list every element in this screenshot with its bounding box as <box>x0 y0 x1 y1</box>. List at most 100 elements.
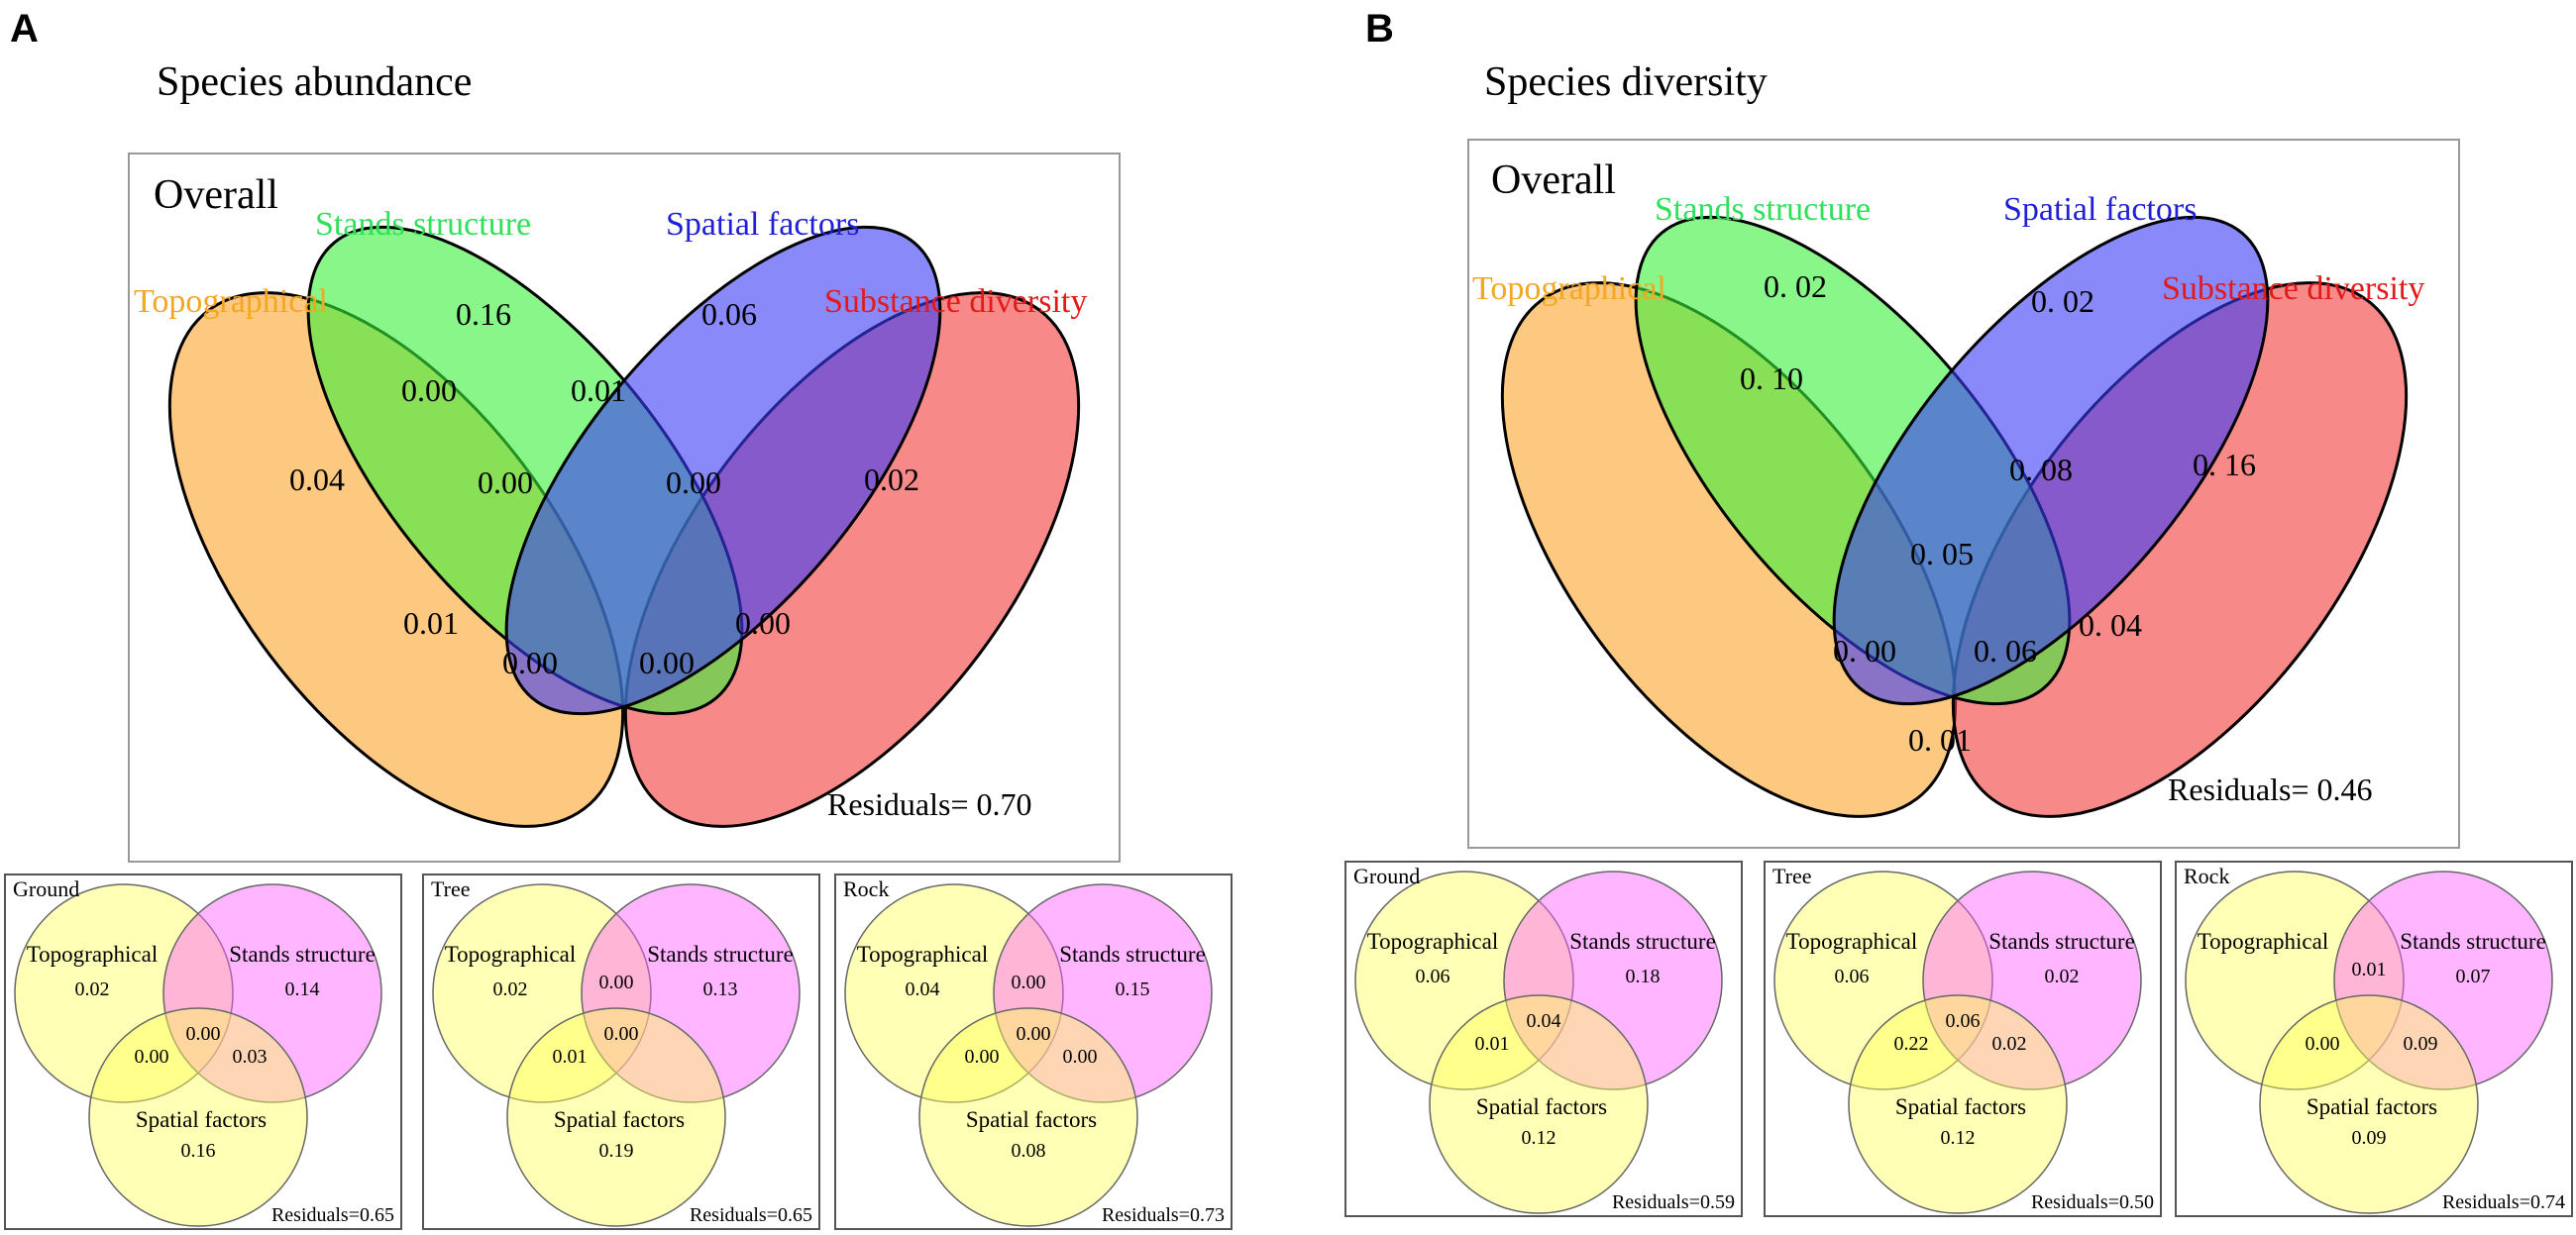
panel-a-letter: A <box>10 7 39 51</box>
value-spatial-only: 0.09 <box>2352 1127 2387 1149</box>
venn-set-spatial-factors <box>1848 994 2068 1214</box>
value-spatial-only: 0.19 <box>599 1140 634 1162</box>
value-stands-spatial: 0.02 <box>1992 1033 2027 1055</box>
value-topo-only: 0.04 <box>906 978 940 1000</box>
value-spatial-only: 0.12 <box>1522 1127 1556 1149</box>
set-label-stands-structure: Stands structure <box>229 942 376 967</box>
set-label-topographical: Topographical <box>857 942 989 967</box>
value-topo-spatial: 0.22 <box>1894 1033 1929 1055</box>
overall-a-label: Overall <box>154 172 278 218</box>
value-stands-only: 0.14 <box>285 978 320 1000</box>
set-label-spatial-factors: Spatial factors <box>554 1107 685 1132</box>
value-topo-stands: 0.01 <box>2352 959 2387 980</box>
venn-set-stands-structure <box>993 883 1213 1103</box>
set-label-spatial-factors: Spatial factors <box>2003 191 2197 228</box>
value-stands-only: 0.16 <box>456 296 511 332</box>
subpanel-frame <box>2175 861 2573 1217</box>
panel-b: B Species diversity Overall Topographica… <box>1344 7 2573 1217</box>
panel-a-title: Species abundance <box>157 59 472 105</box>
set-label-topographical: Topographical <box>1786 929 1918 954</box>
subpanel-label: Ground <box>13 876 79 901</box>
value-topo-spatial: 0.01 <box>1475 1033 1510 1055</box>
value-center: 0.04 <box>1527 1010 1561 1032</box>
subpanel-label: Rock <box>2184 864 2229 888</box>
set-label-spatial-factors: Spatial factors <box>1895 1094 2026 1119</box>
venn-set-stands-structure <box>1922 871 2142 1090</box>
subpanel-residuals: Residuals=0.65 <box>271 1204 394 1226</box>
subpanel-label: Rock <box>843 876 889 901</box>
overall-a-residuals: Residuals= 0.70 <box>827 786 1031 822</box>
set-label-spatial-factors: Spatial factors <box>1476 1094 1607 1119</box>
set-label-stands-structure: Stands structure <box>647 942 794 967</box>
set-label-stands-structure: Stands structure <box>315 206 531 243</box>
value-topo-only: 0.02 <box>493 978 528 1000</box>
overall-a-frame <box>128 153 1121 863</box>
set-label-substance-diversity: Substance diversity <box>824 283 1087 320</box>
subpanel-b-rock: Rock Topographical Stands structure Spatial… <box>2175 861 2573 1217</box>
panel-b-title: Species diversity <box>1484 59 1768 105</box>
value-stands-only: 0.13 <box>703 978 738 1000</box>
value-stands-only: 0.18 <box>1626 966 1661 987</box>
set-label-stands-structure: Stands structure <box>1655 191 1871 228</box>
value-topo-spatial: 0.01 <box>553 1046 588 1068</box>
subpanel-a-tree: Tree Topographical Stands structure Spatial… <box>422 874 820 1230</box>
overall-b-values: 0. 02 0. 02 0. 10 0. 16 0. 08 0. 05 0. 0… <box>1740 268 2256 758</box>
value-center: 0.06 <box>1946 1010 1981 1032</box>
value-stands-only: 0.07 <box>2456 966 2491 987</box>
overall-a-venn <box>167 225 1081 828</box>
value-topo-spatial: 0.00 <box>965 1046 1000 1068</box>
value-topo-spatial: 0.01 <box>403 605 459 641</box>
subpanel-label: Tree <box>431 876 471 901</box>
venn-set-spatial-factors <box>88 1007 308 1227</box>
value-subst-only: 0. 16 <box>2193 447 2256 482</box>
set-label-topographical: Topographical <box>2198 929 2329 954</box>
value-topo-only: 0.02 <box>75 978 110 1000</box>
subpanel-residuals: Residuals=0.73 <box>1102 1204 1225 1226</box>
set-label-spatial-factors: Spatial factors <box>666 206 859 243</box>
venn-set-stands-structure <box>1503 871 1723 1090</box>
subpanel-frame <box>834 874 1233 1230</box>
subpanel-residuals: Residuals=0.74 <box>2442 1191 2565 1213</box>
value-spatial-subst: 0. 04 <box>2079 607 2142 643</box>
value-all-four: 0. 05 <box>1910 536 1974 571</box>
value-center: 0.00 <box>604 1023 639 1045</box>
overall-b-venn <box>1500 215 2409 818</box>
subpanel-residuals: Residuals=0.59 <box>1612 1191 1735 1213</box>
value-topo-stands-subst: 0.00 <box>639 645 695 680</box>
value-topo-stands-subst: 0. 06 <box>1974 633 2037 669</box>
venn-set-spatial-factors <box>2259 994 2479 1214</box>
subpanel-a-rock: Rock Topographical Stands structure Spatial… <box>834 874 1233 1230</box>
overall-b-frame <box>1467 139 2460 849</box>
value-topo-spatial: 0.00 <box>135 1046 169 1068</box>
overall-b-label: Overall <box>1491 157 1616 203</box>
panel-a: A Species abundance Overall Topographica… <box>4 7 1233 1230</box>
set-label-stands-structure: Stands structure <box>1059 942 1206 967</box>
set-label-spatial-factors: Spatial factors <box>2307 1094 2437 1119</box>
value-topo-stands-spatial: 0.00 <box>478 464 533 500</box>
value-stands-spatial: 0.01 <box>571 372 626 408</box>
venn-set-spatial-factors <box>918 1007 1138 1227</box>
value-center: 0.00 <box>186 1023 221 1045</box>
set-label-substance-diversity: Substance diversity <box>2162 270 2424 307</box>
venn-set-stands-structure <box>581 883 801 1103</box>
subpanel-frame <box>422 874 820 1230</box>
value-stands-spatial: 0.09 <box>2404 1033 2438 1055</box>
value-subst-only: 0.02 <box>864 462 919 497</box>
value-spatial-only: 0.06 <box>701 296 757 332</box>
set-label-topographical: Topographical <box>1472 270 1666 307</box>
overall-a-values: 0.04 0.16 0.06 0.02 0.00 0.01 0.00 0.00 … <box>289 296 919 680</box>
set-label-topographical: Topographical <box>27 942 159 967</box>
value-topo-stands: 0. 10 <box>1740 360 1803 396</box>
value-topo-spatial-subst: 0.00 <box>502 645 558 680</box>
value-topo-stands: 0.00 <box>401 372 457 408</box>
value-topo-spatial: 0.00 <box>2306 1033 2340 1055</box>
subpanel-frame <box>1764 861 2162 1217</box>
venn-set-spatial-factors <box>1832 215 2270 706</box>
venn-set-spatial-factors <box>504 225 942 716</box>
value-stands-spatial-subst: 0. 08 <box>2009 452 2073 487</box>
set-label-stands-structure: Stands structure <box>2400 929 2546 954</box>
overall-b-residuals: Residuals= 0.46 <box>2168 772 2372 807</box>
set-label-topographical: Topographical <box>445 942 577 967</box>
venn-set-stands-structure <box>2333 871 2553 1090</box>
set-label-topographical: Topographical <box>1367 929 1499 954</box>
